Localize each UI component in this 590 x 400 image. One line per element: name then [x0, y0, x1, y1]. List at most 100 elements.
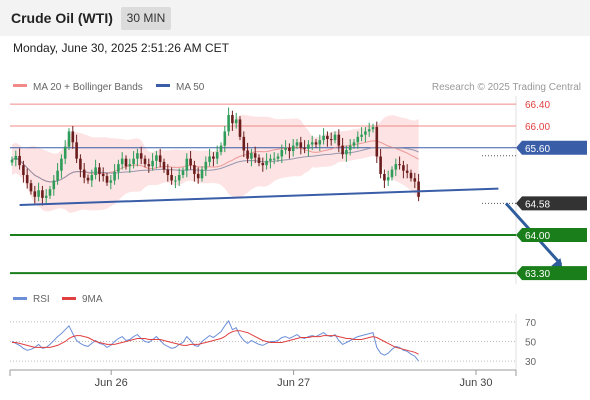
candle-body [333, 134, 337, 141]
candle-body [291, 145, 295, 152]
candle-body [367, 129, 371, 132]
candle [22, 160, 25, 183]
candle-body [128, 164, 132, 167]
candle [329, 132, 333, 146]
level-label-64-00: 64.00 [525, 231, 550, 242]
candle [136, 148, 139, 167]
candle-body [29, 183, 33, 192]
candle-body [261, 163, 265, 166]
level-label-64-58: 64.58 [525, 199, 550, 210]
level-labels-layer: 66.40 66.00 65.60 64.58 64.00 63.30 [516, 100, 587, 281]
candle [143, 155, 147, 168]
candle-body [272, 158, 276, 160]
candle-body [60, 158, 63, 171]
candle [246, 142, 249, 164]
candle-body [170, 175, 173, 181]
candle-body [132, 158, 135, 165]
candle [113, 164, 116, 185]
candle-body [208, 156, 211, 162]
candle [204, 156, 208, 177]
candle-body [341, 145, 344, 155]
legend-label-ma50: MA 50 [176, 82, 205, 93]
candle [151, 153, 154, 171]
x-tick-label: Jun 26 [95, 377, 128, 389]
candle [158, 148, 162, 168]
candle [303, 140, 306, 154]
candle [394, 158, 398, 177]
candle [371, 123, 375, 133]
level-tag-64-00 [516, 227, 587, 242]
support-trendline [19, 187, 499, 206]
candle-body [56, 170, 59, 181]
candle-body [196, 173, 200, 179]
candle [75, 134, 78, 164]
candle-body [329, 139, 333, 141]
candle-body [71, 131, 75, 143]
candle [196, 167, 200, 184]
candle [272, 152, 276, 165]
candle [44, 189, 48, 204]
candle-body [86, 177, 90, 181]
legend-label-ma20: MA 20 + Bollinger Bands [33, 82, 143, 93]
candle-body [162, 161, 166, 170]
datetime-label: Monday, June 30, 2025 2:51:26 AM CET [13, 41, 229, 55]
rsi-tick-70: 70 [525, 318, 537, 329]
candle [124, 155, 128, 170]
candle-body [356, 136, 360, 143]
candle [345, 145, 348, 162]
candle-body [269, 158, 272, 161]
rsi-line [11, 319, 419, 362]
candle-body [10, 159, 14, 163]
candle-body [101, 173, 105, 177]
timeframe-badge[interactable]: 30 MIN [121, 7, 171, 30]
candle [375, 121, 379, 164]
candle-body [345, 149, 348, 155]
candle [280, 144, 284, 164]
instrument-title: Crude Oil (WTI) [11, 10, 113, 26]
candle-body [147, 164, 151, 167]
candle-body [276, 156, 280, 159]
candle [405, 164, 409, 179]
candle-body [299, 142, 303, 148]
ma50-line [11, 147, 419, 183]
moving-average-layer [11, 140, 419, 183]
candle-body [33, 191, 37, 197]
candle-body [117, 164, 120, 172]
candle [295, 139, 299, 149]
x-tick-label: Jun 30 [459, 377, 492, 389]
candle-body [200, 169, 204, 179]
candle [98, 163, 101, 182]
candle [181, 167, 185, 179]
x-axis-labels-layer: Jun 26 Jun 27 Jun 30 [95, 370, 493, 389]
candle-body [177, 175, 181, 181]
candle [105, 172, 109, 186]
candle [185, 153, 189, 178]
level-tag-63-30 [516, 266, 587, 281]
legend-swatch-9ma [62, 297, 76, 300]
candle-body [227, 115, 230, 132]
candle [109, 175, 113, 190]
level-label-66-00: 66.00 [525, 122, 550, 133]
candle [177, 168, 181, 186]
candle-body [231, 115, 234, 124]
candle-body [364, 131, 367, 135]
candle-body [295, 142, 299, 146]
candle [189, 151, 192, 170]
candle-body [310, 142, 314, 145]
candle [128, 158, 132, 173]
candle [60, 154, 63, 179]
candle-body [250, 153, 253, 159]
candle [56, 163, 59, 185]
candle [174, 176, 177, 189]
candle [417, 173, 420, 202]
candle-body [52, 180, 56, 190]
candle [37, 182, 40, 202]
candle [265, 153, 268, 170]
candle [212, 152, 215, 167]
candle [257, 154, 261, 167]
bollinger-band-layer [12, 114, 419, 213]
candle [101, 167, 105, 182]
candle [155, 151, 158, 169]
candle-body [151, 160, 154, 167]
